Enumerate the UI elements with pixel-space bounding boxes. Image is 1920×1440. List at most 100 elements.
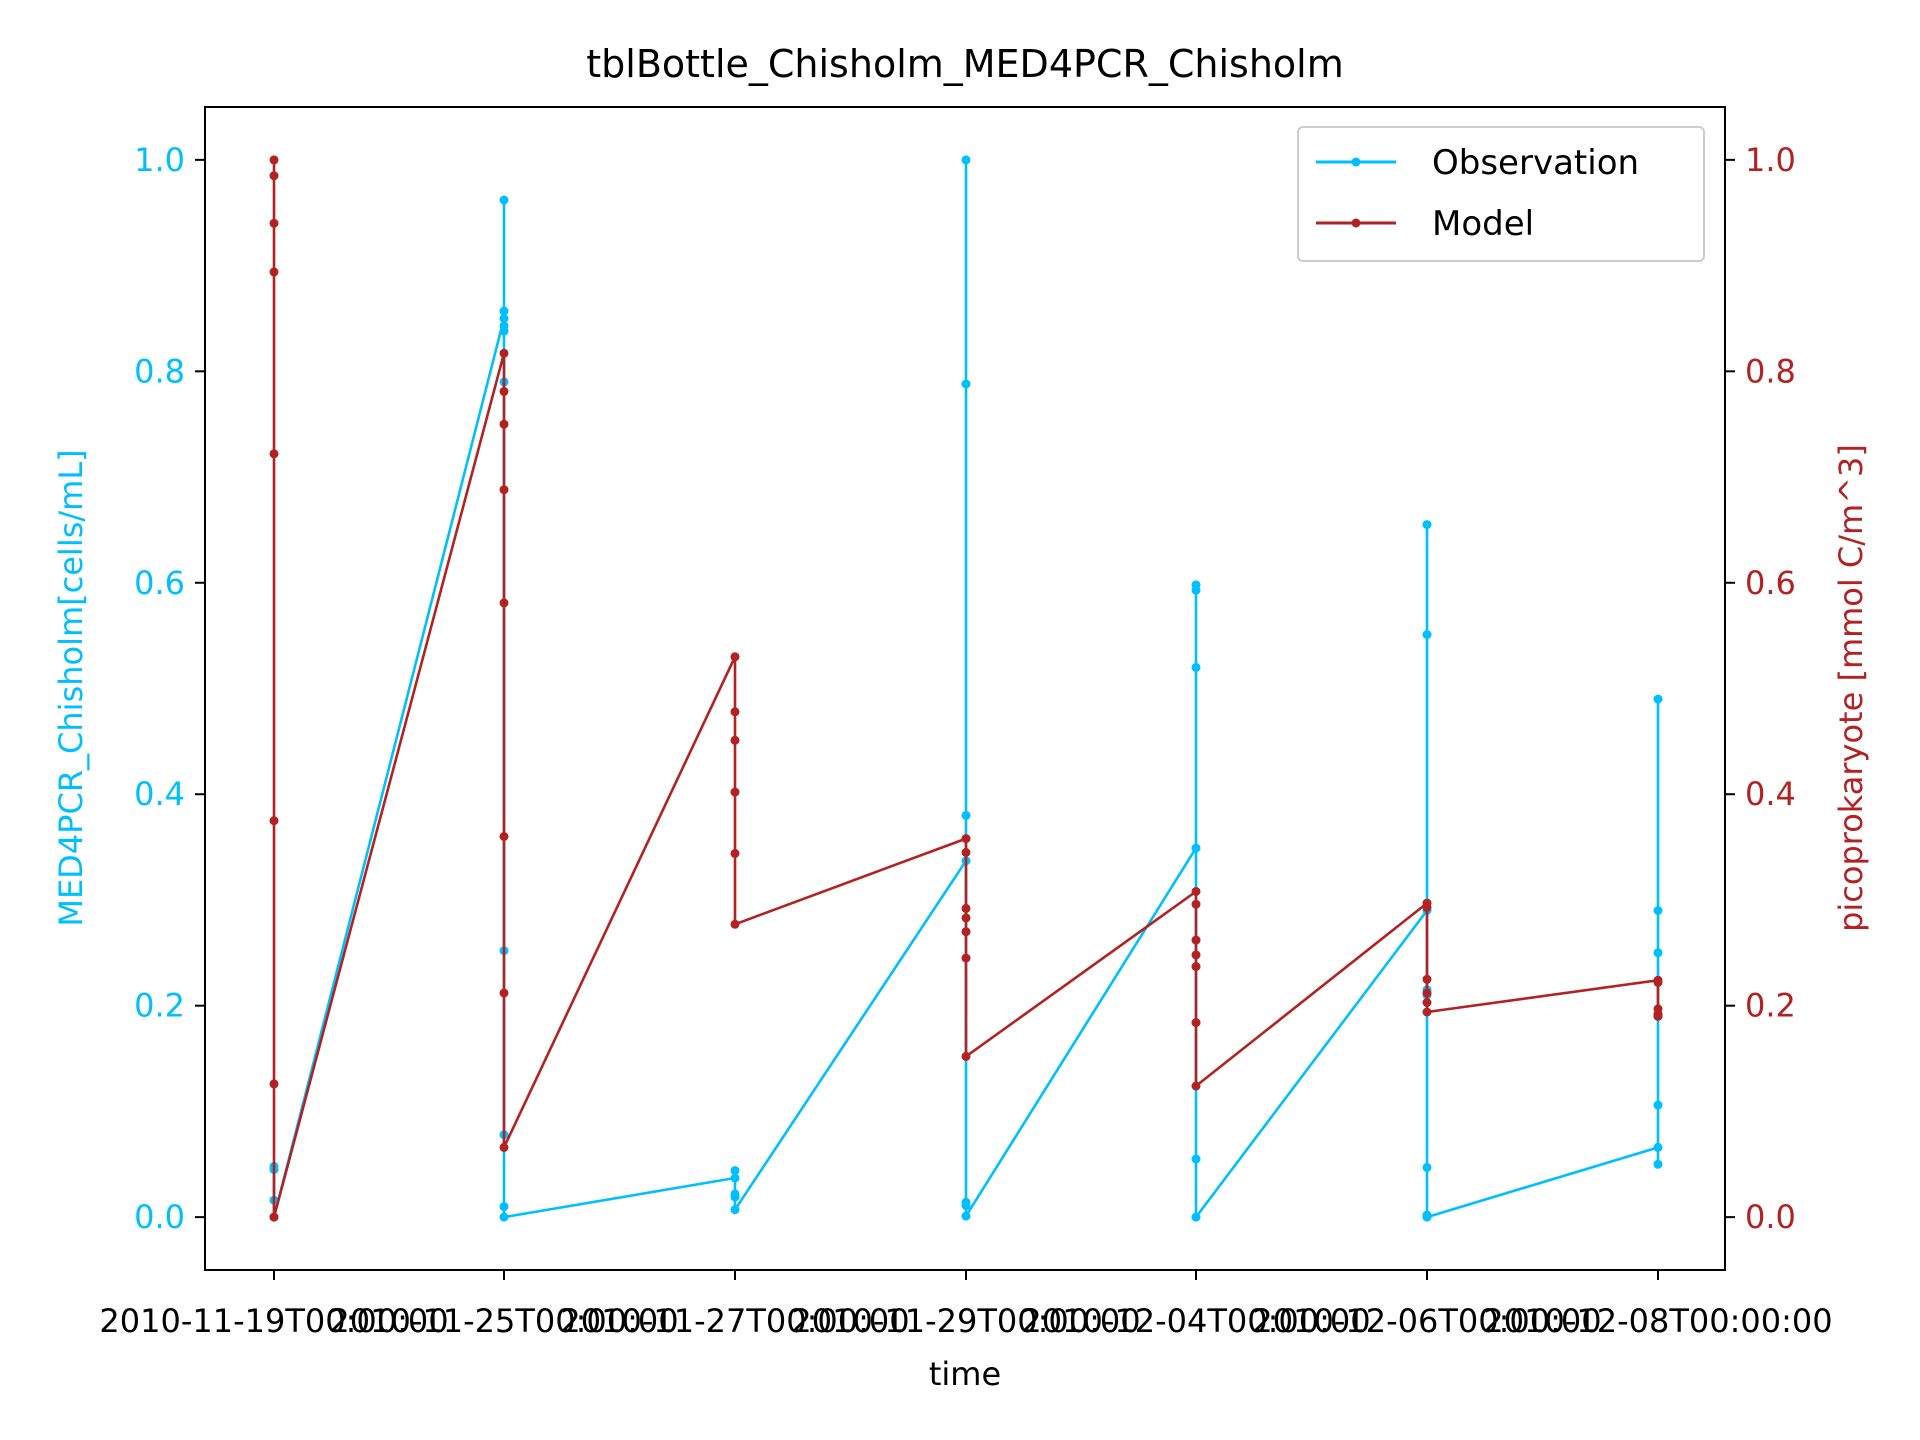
series-layer [269, 155, 1663, 1222]
data-point-observation [1653, 948, 1663, 958]
y-tick-label-left: 0.6 [134, 564, 185, 602]
y-axis-left: 0.0 0.2 0.4 0.6 0.8 1.0 [134, 141, 205, 1236]
legend-box [1297, 126, 1705, 262]
data-point-model [1422, 1007, 1432, 1017]
x-tick-label: 2010-12-08T00:00:00 [1483, 1302, 1832, 1340]
data-point-model [269, 1212, 279, 1222]
data-point-observation [1191, 662, 1201, 672]
data-point-observation [961, 1201, 971, 1210]
legend-marker-observation [1351, 157, 1361, 167]
y-tick-label-right: 1.0 [1745, 141, 1796, 179]
data-point-model [730, 848, 740, 858]
y-axis-label-left: MED4PCR_Chisholm[cells/mL] [52, 449, 90, 926]
y-tick-label-left: 1.0 [134, 141, 185, 179]
data-point-model [269, 267, 279, 277]
data-point-model [730, 919, 740, 929]
y-tick-label-right: 0.0 [1745, 1198, 1796, 1236]
data-point-model [1653, 977, 1663, 987]
y-axis-label-right: picoprokaryote [mmol C/m^3] [1832, 444, 1870, 932]
data-point-model [499, 485, 509, 495]
data-point-model [1191, 899, 1201, 909]
data-point-model [730, 707, 740, 717]
data-point-model [269, 218, 279, 228]
y-tick-label-left: 0.4 [134, 775, 185, 813]
y-tick-label-right: 0.8 [1745, 352, 1796, 390]
data-point-model [499, 1142, 509, 1152]
data-point-model [499, 832, 509, 841]
legend-marker-model [1351, 218, 1361, 228]
data-point-observation [1653, 1100, 1663, 1110]
data-point-model [730, 735, 740, 745]
y-axis-right: 0.0 0.2 0.4 0.6 0.8 1.0 [1725, 141, 1796, 1236]
x-tick-label: 2010-12-06T00:00:00 [1252, 1302, 1601, 1340]
data-point-model [1422, 902, 1432, 912]
x-tick-label: 2010-11-29T00:00:00 [791, 1302, 1140, 1340]
y-tick-label-right: 0.2 [1745, 987, 1796, 1025]
data-point-model [1191, 887, 1201, 896]
y-tick-label-left: 0.8 [134, 352, 185, 390]
data-point-observation [730, 1192, 740, 1202]
data-point-model [499, 386, 509, 396]
data-point-model [961, 927, 971, 937]
data-point-model [499, 988, 509, 998]
data-point-observation [1653, 906, 1663, 915]
data-point-observation [730, 1205, 740, 1215]
data-point-observation [961, 155, 971, 165]
data-point-observation [1653, 694, 1663, 704]
data-point-observation [730, 1166, 740, 1176]
data-point-model [269, 816, 279, 826]
y-tick-label-left: 0.2 [134, 987, 185, 1025]
data-point-model [1422, 988, 1432, 998]
data-point-observation [1191, 1212, 1201, 1222]
data-point-model [961, 913, 971, 923]
x-tick-label: 2010-11-27T00:00:00 [560, 1302, 909, 1340]
chart-title: tblBottle_Chisholm_MED4PCR_Chisholm [586, 42, 1343, 86]
x-axis: 2010-11-19T00:00:002010-11-25T00:00:0020… [99, 1270, 1833, 1340]
data-point-observation [1422, 520, 1432, 530]
data-point-observation [1422, 1212, 1432, 1222]
data-point-observation [1653, 1159, 1663, 1169]
x-axis-label: time [929, 1355, 1001, 1393]
data-point-model [499, 348, 509, 358]
data-point-model [499, 419, 509, 429]
data-point-observation [499, 1212, 509, 1222]
x-tick-label: 2010-11-25T00:00:00 [329, 1302, 678, 1340]
data-point-observation [499, 1202, 509, 1212]
y-tick-label-right: 0.6 [1745, 564, 1796, 602]
data-point-model [961, 1051, 971, 1061]
legend-item-model: Model [1316, 204, 1534, 244]
data-point-model [269, 1079, 279, 1089]
y-tick-label-left: 0.0 [134, 1198, 185, 1236]
data-point-model [269, 171, 279, 181]
data-point-observation [499, 306, 509, 316]
data-point-observation [961, 810, 971, 820]
x-tick-label: 2010-11-19T00:00:00 [99, 1302, 448, 1340]
data-point-model [1191, 962, 1201, 972]
legend-item-observation: Observation [1316, 143, 1639, 183]
data-point-observation [1653, 1142, 1663, 1152]
data-point-observation [1191, 1154, 1201, 1164]
data-point-observation [499, 314, 509, 323]
data-point-observation [499, 326, 509, 336]
legend: Observation Model [1297, 126, 1705, 262]
data-point-observation [1191, 843, 1201, 853]
data-point-model [730, 652, 740, 662]
data-point-model [1422, 974, 1432, 984]
data-point-model [1422, 998, 1432, 1007]
data-point-model [1191, 935, 1201, 945]
data-point-model [730, 787, 740, 797]
data-point-model [1653, 1011, 1663, 1021]
data-point-model [1191, 1018, 1201, 1028]
data-point-model [1191, 950, 1201, 960]
data-point-observation [1422, 630, 1432, 640]
data-point-model [269, 155, 279, 165]
data-point-model [961, 847, 971, 857]
data-point-model [1191, 1081, 1201, 1091]
data-point-model [961, 903, 971, 913]
data-point-model [499, 598, 509, 608]
y-tick-label-right: 0.4 [1745, 775, 1796, 813]
data-point-observation [1191, 580, 1201, 590]
legend-label-model: Model [1432, 204, 1534, 244]
data-point-observation [1422, 1162, 1432, 1172]
